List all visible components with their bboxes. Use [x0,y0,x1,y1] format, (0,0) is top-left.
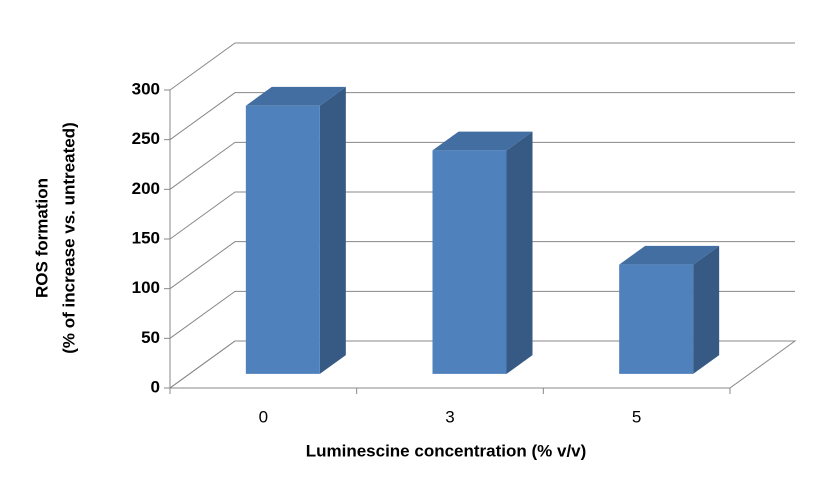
y-axis-title: ROS formation [32,178,51,298]
x-axis-title: Luminescine concentration (% v/v) [306,441,587,460]
y-tick-label: 250 [132,129,160,148]
bar [619,245,720,374]
bar-top [245,86,346,106]
x-tick-label: 0 [259,407,268,426]
bar-front [619,264,694,374]
bar-top [432,131,533,151]
bar-front [245,105,320,374]
y-tick-label: 200 [132,179,160,198]
grid-line [169,42,795,91]
bar-side [506,131,533,374]
grid-line [169,191,795,240]
y-tick-label: 300 [132,79,160,98]
y-tick-label: 150 [132,228,160,247]
y-tick-label: 50 [141,328,160,347]
bar-top [619,245,720,265]
grid-line [169,241,795,290]
x-tick-label: 5 [632,407,641,426]
bar-side [693,245,720,374]
y-tick-label: 100 [132,278,160,297]
bar-side [319,86,346,374]
y-axis-title: (% of increase vs. untreated) [59,122,78,353]
bar [432,131,533,374]
bar [245,86,346,374]
grid-line [169,290,795,339]
grid-line [169,141,795,190]
y-tick-label: 0 [151,377,160,396]
x-tick-label: 3 [445,407,454,426]
grid-line [169,340,795,389]
grid-line [169,92,795,141]
bar-front [432,150,507,374]
